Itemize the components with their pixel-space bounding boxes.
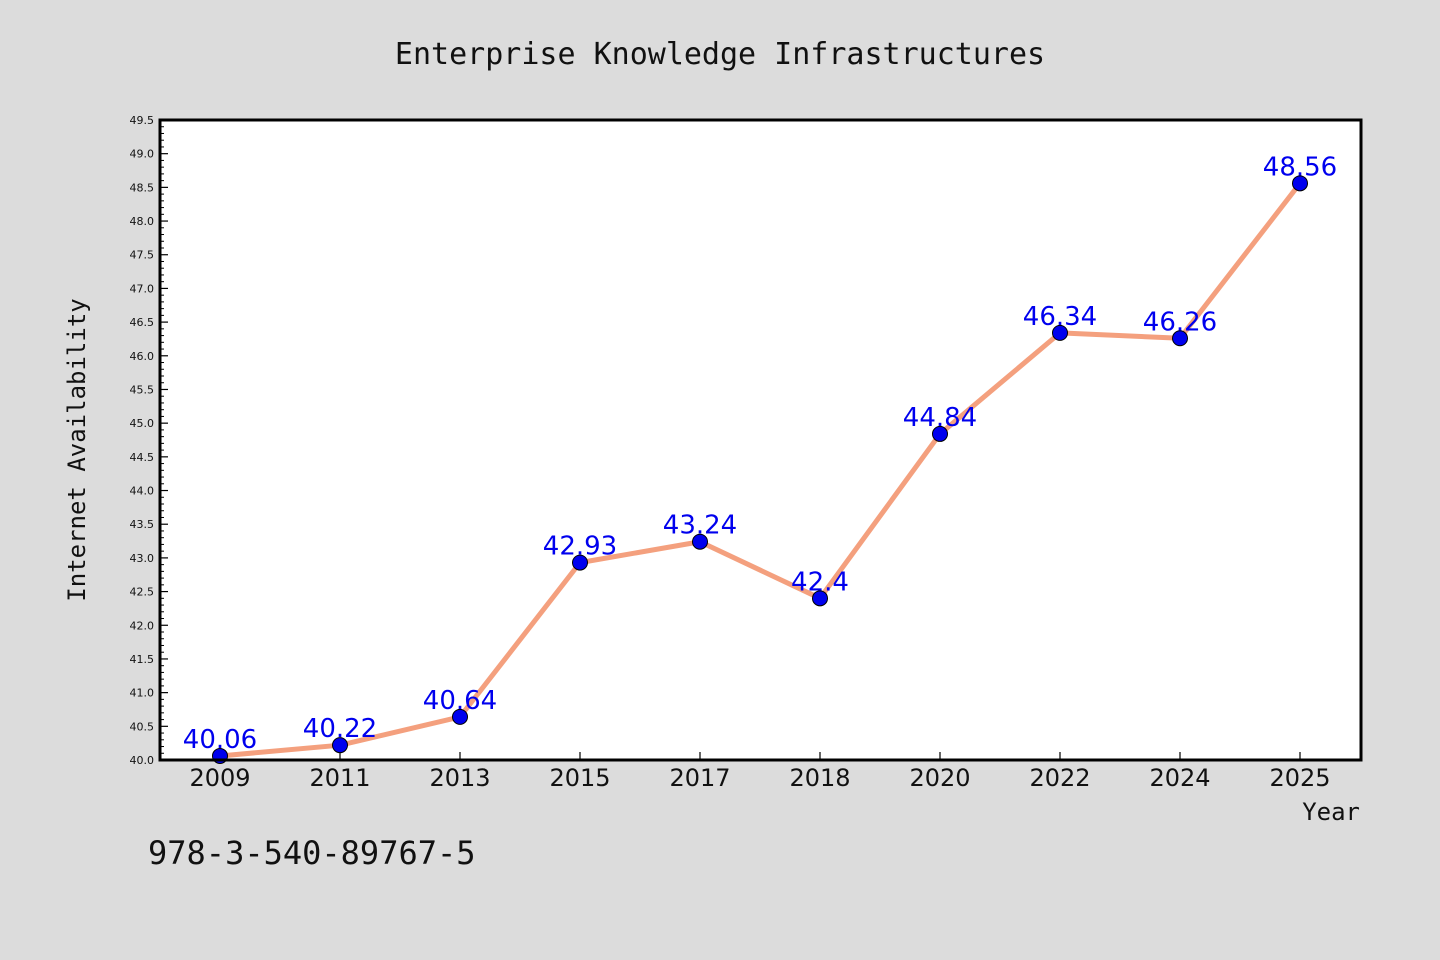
data-labels: 40.06 40.22 40.64 42.93 43.24 42.4 44.84 46.34 4… <box>183 152 1337 755</box>
x-tick-label: 2022 <box>1029 764 1090 792</box>
y-tick-label: 45.5 <box>130 383 155 396</box>
y-tick-label: 48.0 <box>130 215 155 228</box>
y-tick-label: 44.0 <box>130 485 155 498</box>
data-label: 46.34 <box>1023 302 1097 332</box>
y-tick-label: 40.5 <box>130 720 155 733</box>
data-point <box>692 533 708 550</box>
data-label: 44.84 <box>903 403 977 433</box>
x-tick-label: 2013 <box>429 764 490 792</box>
y-tick-label: 41.5 <box>130 653 155 666</box>
x-tick-label: 2009 <box>189 764 250 792</box>
data-point <box>1292 175 1308 192</box>
data-point <box>812 590 828 607</box>
data-point <box>332 737 348 754</box>
data-label: 48.56 <box>1263 152 1337 182</box>
y-tick-label: 49.5 <box>130 114 155 127</box>
footer-isbn: 978-3-540-89767-5 <box>148 834 476 872</box>
y-tick-label: 40.0 <box>130 754 155 767</box>
y-tick-label: 43.5 <box>130 518 155 531</box>
data-label: 40.06 <box>183 725 257 755</box>
data-points <box>212 175 1308 764</box>
y-tick-label: 43.0 <box>130 552 155 565</box>
data-point <box>932 425 948 442</box>
data-point <box>1052 324 1068 341</box>
data-label: 42.4 <box>791 567 849 597</box>
x-tick-label: 2017 <box>669 764 730 792</box>
x-tick-label: 2025 <box>1269 764 1330 792</box>
y-tick-label: 45.0 <box>130 417 155 430</box>
x-axis-label: Year <box>1302 798 1360 826</box>
data-point <box>1172 330 1188 347</box>
y-tick-label: 48.5 <box>130 181 155 194</box>
data-label: 46.26 <box>1143 307 1217 337</box>
y-tick-label: 47.5 <box>130 249 155 262</box>
data-label: 40.22 <box>303 714 377 744</box>
x-tick-label: 2018 <box>789 764 850 792</box>
data-label: 43.24 <box>663 511 737 541</box>
y-axis-label: Internet Availability <box>63 298 91 601</box>
y-tick-label: 46.0 <box>130 350 155 363</box>
y-tick-label: 49.0 <box>130 148 155 161</box>
plot-frame <box>158 118 1363 762</box>
chart-title: Enterprise Knowledge Infrastructures <box>395 37 1045 72</box>
y-tick-label: 42.0 <box>130 619 155 632</box>
series-line <box>217 180 1303 759</box>
x-tick-label: 2020 <box>909 764 970 792</box>
y-tick-label: 42.5 <box>130 586 155 599</box>
y-tick-label: 46.5 <box>130 316 155 329</box>
x-tick-label: 2015 <box>549 764 610 792</box>
data-point <box>452 708 468 725</box>
data-label: 40.64 <box>423 686 497 716</box>
data-point <box>572 554 588 571</box>
x-tick-label: 2011 <box>309 764 370 792</box>
x-axis: 2009 2011 2013 2015 2017 2018 2020 2022 2024 2025 <box>189 752 1331 792</box>
data-label: 42.93 <box>543 532 617 562</box>
y-tick-label: 41.0 <box>130 687 155 700</box>
y-tick-label: 44.5 <box>130 451 155 464</box>
plot-area <box>160 120 1361 760</box>
x-tick-label: 2024 <box>1149 764 1210 792</box>
y-tick-label: 47.0 <box>130 282 155 295</box>
